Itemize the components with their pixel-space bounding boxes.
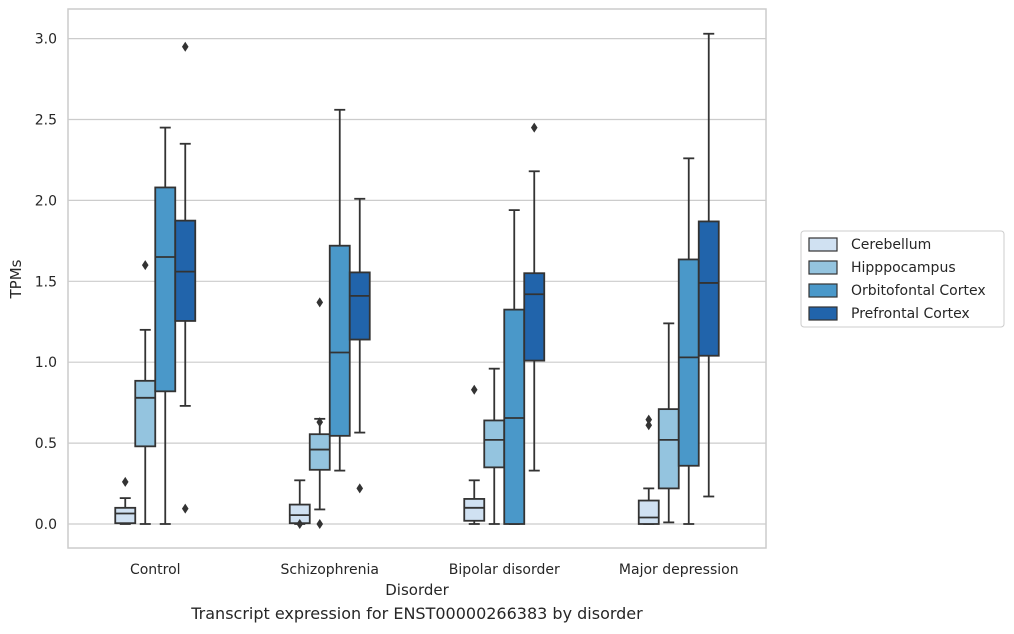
box-group xyxy=(503,209,526,525)
y-tick-label: 1.5 xyxy=(35,274,57,290)
outlier-point xyxy=(316,297,324,308)
box-group xyxy=(523,122,546,472)
box-group xyxy=(657,322,680,524)
legend: Cerebellum Hipppocampus Orbitofontal Corte… xyxy=(800,230,1005,328)
legend-entry: Prefrontal Cortex xyxy=(851,306,970,322)
y-tick-label: 3.0 xyxy=(35,32,57,48)
box xyxy=(328,244,351,437)
outlier-point xyxy=(316,519,324,529)
outlier-point xyxy=(121,476,129,487)
box-group xyxy=(114,476,137,525)
box-group xyxy=(288,479,311,529)
x-tick-label: Schizophrenia xyxy=(281,562,379,578)
box-group xyxy=(134,260,157,525)
legend-swatch xyxy=(808,237,838,252)
legend-swatch xyxy=(808,283,838,298)
x-axis-label: Disorder xyxy=(385,581,449,599)
outlier-point xyxy=(645,414,653,425)
box xyxy=(523,272,546,362)
y-tick-label: 2.0 xyxy=(35,193,57,209)
outlier-point xyxy=(356,483,364,494)
box xyxy=(154,186,177,393)
y-tick-label: 2.5 xyxy=(35,113,57,129)
outlier-point xyxy=(296,519,304,529)
y-axis-label: TPMs xyxy=(7,259,25,299)
y-tick-label: 0.0 xyxy=(35,517,57,533)
legend-swatch xyxy=(808,306,838,321)
y-tick-labels: 0.0 0.5 1.0 1.5 2.0 2.5 3.0 xyxy=(35,32,57,533)
box-group xyxy=(483,367,506,525)
outlier-point xyxy=(141,260,149,271)
box-plot-series xyxy=(114,32,720,529)
y-tick-label: 1.0 xyxy=(35,355,57,371)
x-tick-label: Major depression xyxy=(619,562,739,578)
outlier-point xyxy=(470,384,478,395)
box xyxy=(637,499,660,525)
box-group xyxy=(677,157,700,525)
box-group xyxy=(174,41,197,514)
outlier-point xyxy=(316,417,324,428)
box-group xyxy=(154,126,177,525)
legend-entry: Cerebellum xyxy=(851,237,931,253)
box xyxy=(308,433,331,471)
box-group xyxy=(697,32,720,498)
x-tick-label: Control xyxy=(130,562,181,578)
outlier-point xyxy=(181,503,189,514)
box-group xyxy=(348,197,371,494)
outlier-point xyxy=(181,41,189,52)
box xyxy=(134,379,157,448)
legend-swatch xyxy=(808,260,838,275)
box xyxy=(677,258,700,467)
plot-frame xyxy=(67,8,767,549)
x-tick-label: Bipolar disorder xyxy=(449,562,560,578)
box xyxy=(483,419,506,469)
outlier-point xyxy=(645,420,653,431)
outlier-point xyxy=(530,122,538,133)
x-tick-labels: Control Schizophrenia Bipolar disorder Majo… xyxy=(130,562,739,578)
box-group xyxy=(308,297,331,529)
box xyxy=(697,220,720,357)
box-group xyxy=(637,414,660,525)
legend-frame xyxy=(800,230,1005,328)
box-group xyxy=(463,384,486,525)
box-group xyxy=(328,108,351,472)
box xyxy=(348,271,371,341)
box xyxy=(503,308,526,525)
legend-entry: Hipppocampus xyxy=(851,260,956,276)
box xyxy=(657,408,680,490)
y-tick-label: 0.5 xyxy=(35,436,57,452)
figure-caption: Transcript expression for ENST0000026638… xyxy=(191,604,643,623)
box xyxy=(114,506,137,525)
box xyxy=(463,498,486,522)
legend-entry: Orbitofontal Cortex xyxy=(851,283,986,299)
